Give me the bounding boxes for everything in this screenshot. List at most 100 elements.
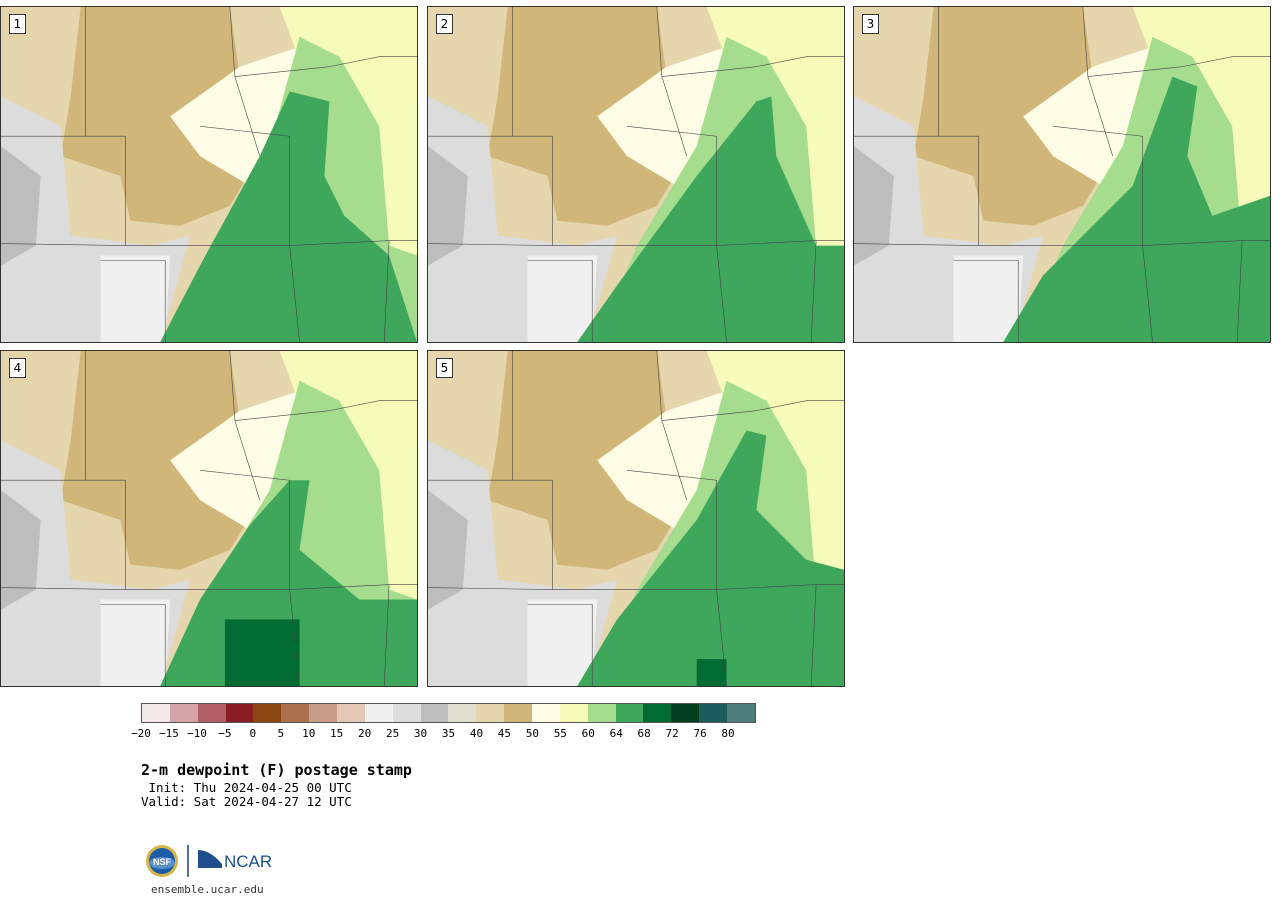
field-30-35 [1,490,41,610]
state-border [1087,66,1183,77]
field-64-68 [160,480,417,686]
colorbar-swatch [504,704,533,722]
field-45-50 [487,351,687,570]
state-border [661,410,757,421]
field-64-68 [577,96,844,342]
state-border [383,584,390,686]
state-border [200,469,290,590]
valid-time: Valid: Sat 2024-04-27 12 UTC [141,794,352,809]
state-border [1,243,126,246]
colorbar [141,703,756,723]
website-url: ensemble.ucar.edu [151,883,264,896]
state-border [100,260,166,342]
dewpoint-map [428,351,844,686]
colorbar-swatch [392,704,421,722]
state-border [756,400,844,411]
field-30-35 [428,146,468,266]
field-68-72 [224,619,300,686]
state-border [627,469,717,590]
panel-number: 2 [436,14,453,34]
state-border [428,243,553,246]
field-64-68 [577,430,844,686]
init-time: Init: Thu 2024-04-25 00 UTC [141,780,352,795]
colorbar-tick-label: 35 [441,727,456,740]
state-border [854,135,979,246]
colorbar-swatch [364,704,393,722]
colorbar-tick-label: 30 [413,727,428,740]
ncar-logo-text: NCAR [224,852,272,871]
field-20-25 [100,255,171,342]
colorbar-swatch [587,704,616,722]
colorbar-tick-label: −5 [218,727,232,740]
colorbar-tick-label: 76 [693,727,707,740]
colorbar-swatch [281,704,310,722]
colorbar-swatch [448,704,477,722]
dewpoint-map [1,351,417,686]
panel-number: 1 [9,14,26,34]
nsf-logo-text: NSF [153,857,172,867]
field-68-72 [696,659,727,686]
state-border [627,125,717,246]
colorbar-swatch [225,704,254,722]
map-panel-4: 4 [0,350,418,687]
map-panel-1: 1 [0,6,418,343]
colorbar-swatch [309,704,338,722]
state-border [1236,240,1243,342]
colorbar-tick-label: 64 [609,727,623,740]
state-border [661,66,757,77]
field-64-68 [1003,76,1270,342]
colorbar-tick-labels: −20 −15 −10 −5 0 5 10 15 20 25 30 35 40 45 50 55 60 64 68 7… [131,727,756,742]
colorbar-swatch [699,704,728,722]
dewpoint-map [428,7,844,342]
colorbar-swatch [420,704,449,722]
state-border [527,260,593,342]
state-border [428,587,553,590]
field-20-25 [527,255,598,342]
state-border [200,125,290,246]
colorbar-tick-label: 0 [249,727,257,740]
state-border [329,56,417,67]
colorbar-tick-label: 15 [330,727,344,740]
figure-title: 2-m dewpoint (F) postage stamp [141,761,412,779]
field-20-25 [527,599,598,686]
colorbar-tick-label: 10 [302,727,316,740]
state-border [125,589,300,686]
colorbar-tick-label: 60 [581,727,595,740]
field-30-35 [854,146,894,266]
field-20-25 [953,255,1024,342]
colorbar-tick-label: 25 [385,727,400,740]
colorbar-tick-label: −10 [186,727,207,740]
state-border [1053,125,1143,246]
state-border [329,400,417,411]
colorbar-tick-label: 68 [637,727,651,740]
logos: NSF NCAR [146,845,272,877]
state-border [953,260,1019,342]
ncar-logo-icon: NCAR [198,850,272,871]
state-border [234,410,330,421]
field-30-35 [428,490,468,610]
colorbar-swatch [532,704,560,722]
colorbar-tick-label: 20 [358,727,372,740]
colorbar-swatch [197,704,226,722]
state-border [527,604,593,686]
colorbar-tick-label: 72 [665,727,679,740]
colorbar-tick-label: 80 [721,727,735,740]
colorbar-tick-label: −15 [159,727,179,740]
colorbar-tick-label: 45 [497,727,512,740]
state-border [234,66,330,77]
state-border [1,135,126,246]
colorbar-tick-label: 5 [277,727,285,740]
state-border [428,135,553,246]
colorbar-tick-label: 55 [553,727,567,740]
state-border [1,587,126,590]
map-panel-3: 3 [853,6,1271,343]
panel-number: 4 [9,358,26,378]
state-border [810,584,817,686]
field-20-25 [100,599,171,686]
nsf-logo-icon: NSF [146,845,178,877]
colorbar-tick-label: −20 [131,727,151,740]
colorbar-swatch [253,704,282,722]
field-30-35 [1,146,41,266]
colorbar-tick-label: 50 [525,727,539,740]
field-45-50 [60,7,260,226]
